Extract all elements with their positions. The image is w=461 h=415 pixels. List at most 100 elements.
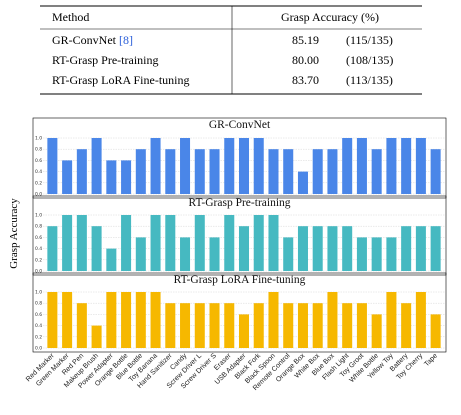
y-tick-label: 0.6 xyxy=(35,312,42,318)
bar xyxy=(150,138,161,194)
y-tick-label: 0.8 xyxy=(35,147,42,153)
bar xyxy=(283,303,294,348)
bar xyxy=(224,303,235,348)
bar xyxy=(106,292,117,348)
bar xyxy=(356,303,367,348)
bar xyxy=(121,215,132,271)
table-header: Method xyxy=(52,10,89,24)
bar xyxy=(91,325,102,348)
bar xyxy=(401,226,412,271)
y-tick-label: 0.0 xyxy=(35,269,42,275)
accuracy: 80.00 xyxy=(292,53,319,67)
bar xyxy=(165,149,176,194)
count: (113/135) xyxy=(346,73,393,87)
citation[interactable]: [8] xyxy=(119,33,133,47)
y-tick-label: 0.2 xyxy=(35,257,42,263)
bar xyxy=(268,292,279,348)
bar xyxy=(194,149,205,194)
method: GR-ConvNet [8] xyxy=(52,33,133,47)
bar xyxy=(342,303,353,348)
y-axis-label: Grasp Accuracy xyxy=(8,198,20,269)
bar xyxy=(386,237,397,271)
bar xyxy=(47,226,58,271)
y-tick-label: 0.0 xyxy=(35,346,42,352)
accuracy: 85.19 xyxy=(292,33,319,47)
bar xyxy=(91,138,102,194)
panel-frame xyxy=(32,117,447,199)
y-tick-label: 0.2 xyxy=(35,180,42,186)
bar xyxy=(238,226,250,271)
bar xyxy=(209,303,220,348)
bar xyxy=(283,149,294,194)
bar xyxy=(224,215,235,271)
y-tick-label: 0.0 xyxy=(35,192,42,198)
bar xyxy=(165,303,176,348)
bar xyxy=(297,171,308,194)
bar xyxy=(209,149,220,194)
bar xyxy=(371,149,382,194)
bar xyxy=(268,215,279,271)
x-tick-label: Tape xyxy=(423,352,439,368)
bar xyxy=(327,226,338,271)
bar xyxy=(415,292,426,348)
bar xyxy=(135,292,146,348)
bar xyxy=(76,149,87,194)
bar xyxy=(401,303,412,348)
count: (108/135) xyxy=(346,53,393,67)
bar xyxy=(47,138,58,194)
y-tick-label: 1.0 xyxy=(35,136,42,142)
bar xyxy=(135,149,146,194)
method-name: GR-ConvNet xyxy=(52,33,117,47)
y-tick-label: 0.4 xyxy=(35,246,42,252)
bar xyxy=(180,138,191,194)
y-tick-label: 0.6 xyxy=(35,235,42,241)
y-tick-label: 0.8 xyxy=(35,301,42,307)
bar xyxy=(62,160,73,194)
bar xyxy=(224,138,235,194)
bar xyxy=(62,292,73,348)
bar xyxy=(371,314,382,348)
bar xyxy=(327,292,338,348)
bar xyxy=(415,226,426,271)
y-tick-label: 0.4 xyxy=(35,169,42,175)
count: (115/135) xyxy=(346,33,393,47)
bar xyxy=(76,215,87,271)
bar xyxy=(238,138,250,194)
bar xyxy=(47,292,58,348)
chart-title: GR-ConvNet xyxy=(209,119,271,131)
chart-title: RT-Grasp Pre-training xyxy=(188,197,290,209)
bar xyxy=(106,160,117,194)
bar xyxy=(253,215,264,271)
panel-frame xyxy=(32,195,447,276)
bar xyxy=(253,303,264,348)
bar xyxy=(342,226,353,271)
bar xyxy=(180,303,191,348)
bar xyxy=(312,226,323,271)
bar xyxy=(253,138,264,194)
bar xyxy=(194,303,205,348)
method: RT-Grasp Pre-training xyxy=(52,53,158,67)
bar xyxy=(356,138,367,194)
bar xyxy=(209,237,220,271)
bar xyxy=(356,237,367,271)
panel-frame xyxy=(32,272,447,353)
bar xyxy=(180,237,191,271)
bar xyxy=(135,237,146,271)
bar xyxy=(415,138,426,194)
bar xyxy=(430,226,441,271)
bar xyxy=(268,149,279,194)
bar xyxy=(342,138,353,194)
y-tick-label: 0.8 xyxy=(35,224,42,230)
method: RT-Grasp LoRA Fine-tuning xyxy=(52,73,190,87)
bar xyxy=(297,303,308,348)
bar xyxy=(150,215,161,271)
accuracy: 83.70 xyxy=(292,73,319,87)
bar xyxy=(401,138,412,194)
y-tick-label: 1.0 xyxy=(35,290,42,296)
bar xyxy=(62,215,73,271)
bar xyxy=(283,237,294,271)
bar xyxy=(150,292,161,348)
bar xyxy=(430,314,441,348)
